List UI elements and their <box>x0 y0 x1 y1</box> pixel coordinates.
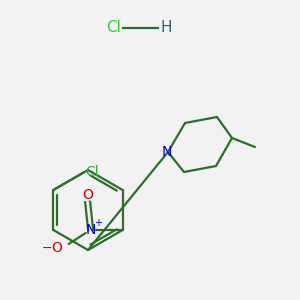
Text: −: − <box>41 242 52 254</box>
Text: Cl: Cl <box>106 20 121 35</box>
Text: Cl: Cl <box>86 166 99 179</box>
Text: O: O <box>82 188 93 202</box>
Text: N: N <box>162 145 172 159</box>
Text: +: + <box>94 218 102 228</box>
Text: N: N <box>85 223 96 237</box>
Text: O: O <box>51 241 62 255</box>
Text: H: H <box>160 20 172 35</box>
